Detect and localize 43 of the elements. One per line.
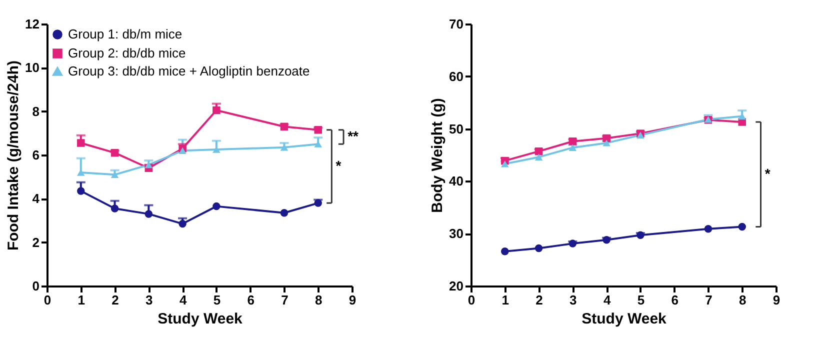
y-tick-label: 60: [449, 68, 464, 84]
y-tick-label: 70: [449, 16, 464, 32]
x-tick-label: 7: [705, 292, 712, 308]
x-tick-label: 8: [314, 292, 322, 308]
y-tick-label: 40: [449, 174, 464, 189]
y-tick-label: 6: [32, 148, 40, 162]
x-tick-label: 3: [146, 292, 153, 308]
y-axis-title: Body Weight (g): [429, 98, 446, 213]
x-axis-title: Study Week: [158, 310, 244, 328]
y-tick-label: 30: [449, 226, 464, 242]
x-tick-label: 9: [772, 292, 780, 308]
x-tick-label: 4: [603, 292, 612, 308]
y-tick-label: 50: [449, 121, 464, 136]
annotation: **: [348, 128, 360, 144]
x-tick-label: 6: [671, 292, 678, 308]
legend-label: Group 2: db/db mice: [68, 46, 186, 60]
y-tick-label: 4: [32, 191, 40, 206]
x-tick-label: 2: [112, 292, 119, 308]
x-tick-label: 4: [179, 292, 188, 308]
annotation: *: [764, 165, 771, 182]
x-tick-label: 5: [213, 292, 221, 308]
legend-label: Group 3: db/db mice + Alogliptin benzoate: [68, 64, 310, 78]
x-tick-label: 1: [502, 292, 510, 308]
legend-label: Group 1: db/m mice: [68, 26, 182, 42]
x-tick-label: 1: [78, 292, 86, 308]
x-tick-label: 6: [247, 292, 254, 308]
x-axis-title: Study Week: [582, 310, 668, 328]
x-tick-label: 3: [570, 292, 577, 308]
x-tick-label: 7: [281, 292, 288, 308]
x-tick-label: 0: [44, 292, 52, 308]
x-tick-label: 8: [738, 292, 746, 308]
x-tick-label: 9: [348, 292, 356, 308]
x-tick-label: 2: [536, 292, 543, 308]
y-axis-title: Food Intake (g/mouse/24h): [5, 60, 22, 251]
annotation: *: [336, 157, 342, 174]
y-tick-label: 0: [32, 278, 40, 294]
y-tick-label: 12: [25, 16, 40, 32]
x-tick-label: 0: [468, 292, 476, 308]
y-tick-label: 2: [32, 234, 40, 250]
y-tick-label: 10: [25, 60, 40, 76]
y-tick-label: 8: [32, 104, 40, 119]
x-tick-label: 5: [637, 292, 645, 308]
y-tick-label: 20: [449, 278, 464, 294]
